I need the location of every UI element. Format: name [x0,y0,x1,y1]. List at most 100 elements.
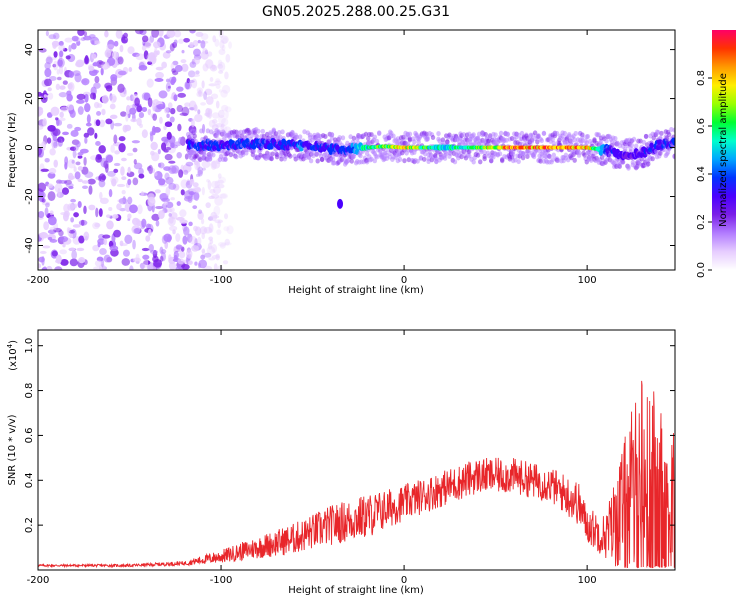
spectrogram-noise-cell [200,102,207,106]
spectrogram-noise-cell [220,193,228,199]
spectrogram-noise-cell [211,112,220,119]
spectrogram-noise-cell [127,196,133,205]
spectrogram-noise-cell [99,119,106,128]
spectrogram-x-ticks: -200 -100 0 100 [27,30,597,286]
spectrogram-halo-cell [372,158,378,164]
spectrogram-halo-cell [620,159,626,165]
spectrogram-noise-cell [134,97,140,107]
spectrogram-noise-cell [224,71,229,80]
spectrogram-noise-cell [64,37,73,43]
spectrogram-noise-cell [177,258,185,265]
spectrogram-halo-cell [425,136,430,142]
spectrogram-noise-cell [121,157,127,162]
spectrogram-noise-cell [197,39,201,44]
spectrogram-noise-cell [164,146,172,151]
spectrogram-noise-cell [88,34,96,39]
spectrogram-noise-cell [211,118,218,124]
spectrogram-noise-cell [166,113,170,119]
snr-y-tick-label: 0.6 [24,427,35,443]
spectrogram-noise-cell [203,91,208,100]
spectrogram-noise-cell [215,78,221,83]
spectrogram-noise-cell [83,31,88,37]
spectrogram-noise-cell [141,92,149,101]
spectrogram-halo-cell [329,132,335,138]
spectrogram-noise-cell [198,89,202,97]
spectrogram-noise-cell [159,116,163,124]
spectrogram-noise-cell [166,30,176,38]
spectrogram-noise-cell [116,183,126,188]
spectrogram-halo-cell [547,153,552,159]
spectrogram-noise-cell [133,162,143,170]
spectrogram-halo-cell [609,139,615,145]
spectrogram-noise-cell [86,114,91,124]
spectrogram-noise-cell [38,263,42,269]
spectrogram-halo-cell [351,135,357,141]
spectrogram-noise-cell [56,76,62,81]
spectrogram-noise-cell [48,34,57,40]
spectrogram-noise-cell [87,178,96,185]
spectrogram-noise-cell [158,178,166,186]
spectrogram-noise-cell [141,35,149,43]
spectrogram-noise-cell [126,152,134,156]
spectrogram-halo-cell [641,139,647,145]
spectrogram-noise-cell [193,104,198,112]
spectrogram-noise-cell [212,35,217,43]
spectrogram-noise-cell [47,236,53,241]
spectrogram-noise-cell [168,216,174,224]
spectrogram-noise-cell [215,123,223,128]
spectrogram-noise-cell [166,131,172,140]
spectrogram-y-tick-label: -40 [24,237,35,253]
spectrogram-noise-cell [132,52,140,57]
spectrogram-noise-cell [141,129,148,139]
spectrogram-halo-cell [331,160,337,166]
spectrogram-noise-cell [193,160,199,166]
spectrogram-noise-cell [85,122,92,127]
spectrogram-noise-cell [132,147,138,153]
spectrogram-noise-cell [114,150,120,155]
spectrogram-halo-cell [475,152,481,158]
spectrogram-noise-cell [123,249,130,257]
spectrogram-noise-cell [112,214,119,219]
spectrogram-noise-cell [76,40,81,46]
spectrogram-noise-cell [73,203,78,209]
spectrogram-halo-cell [288,153,293,159]
spectrogram-noise-cell [77,151,84,156]
spectrogram-halo-cell [497,151,503,157]
snr-y-label: SNR (10 * v/v) [7,414,18,485]
spectrogram-halo-cell [532,130,538,136]
spectrogram-noise-cell [194,113,203,123]
spectrogram-noise-cell [83,132,90,138]
colorbar-tick-label: 0.2 [696,214,707,230]
spectrogram-noise-cell [69,258,78,267]
spectrogram-noise-cell [103,160,109,169]
spectrogram-noise-cell [211,244,218,253]
spectrogram-noise-cell [77,30,85,37]
spectrogram-halo-cell [376,130,382,136]
spectrogram-noise-cell [161,197,170,203]
spectrogram-noise-cell [78,235,85,244]
spectrogram-noise-cell [218,114,226,125]
spectrogram-noise-cell [209,77,214,82]
spectrogram-halo-cell [467,149,472,155]
spectrogram-halo-cell [211,152,216,158]
spectrogram-noise-cell [71,250,78,260]
spectrogram-halo-cell [280,129,285,135]
spectrogram-noise-cell [207,242,213,250]
spectrogram-noise-cell [98,145,106,154]
spectrogram-noise-cell [103,254,111,263]
spectrogram-halo-cell [520,155,526,161]
spectrogram-halo-cell [260,128,265,134]
spectrogram-noise-cell [191,78,198,89]
spectrogram-noise-cell [189,61,197,68]
spectrogram-noise-cell [121,189,126,195]
spectrogram-noise-cell [191,73,201,77]
colorbar-label: Normalized spectral amplitude [718,73,729,227]
spectrogram-noise-cell [191,118,195,128]
spectrogram-halo-cell [613,136,618,142]
spectrogram-noise-cell [113,134,118,144]
spectrogram-halo-cell [516,132,521,138]
spectrogram-halo-cell [629,142,635,148]
spectrogram-halo-cell [573,130,578,136]
spectrogram-noise-cell [93,82,101,89]
spectrogram-halo-cell [666,132,672,138]
